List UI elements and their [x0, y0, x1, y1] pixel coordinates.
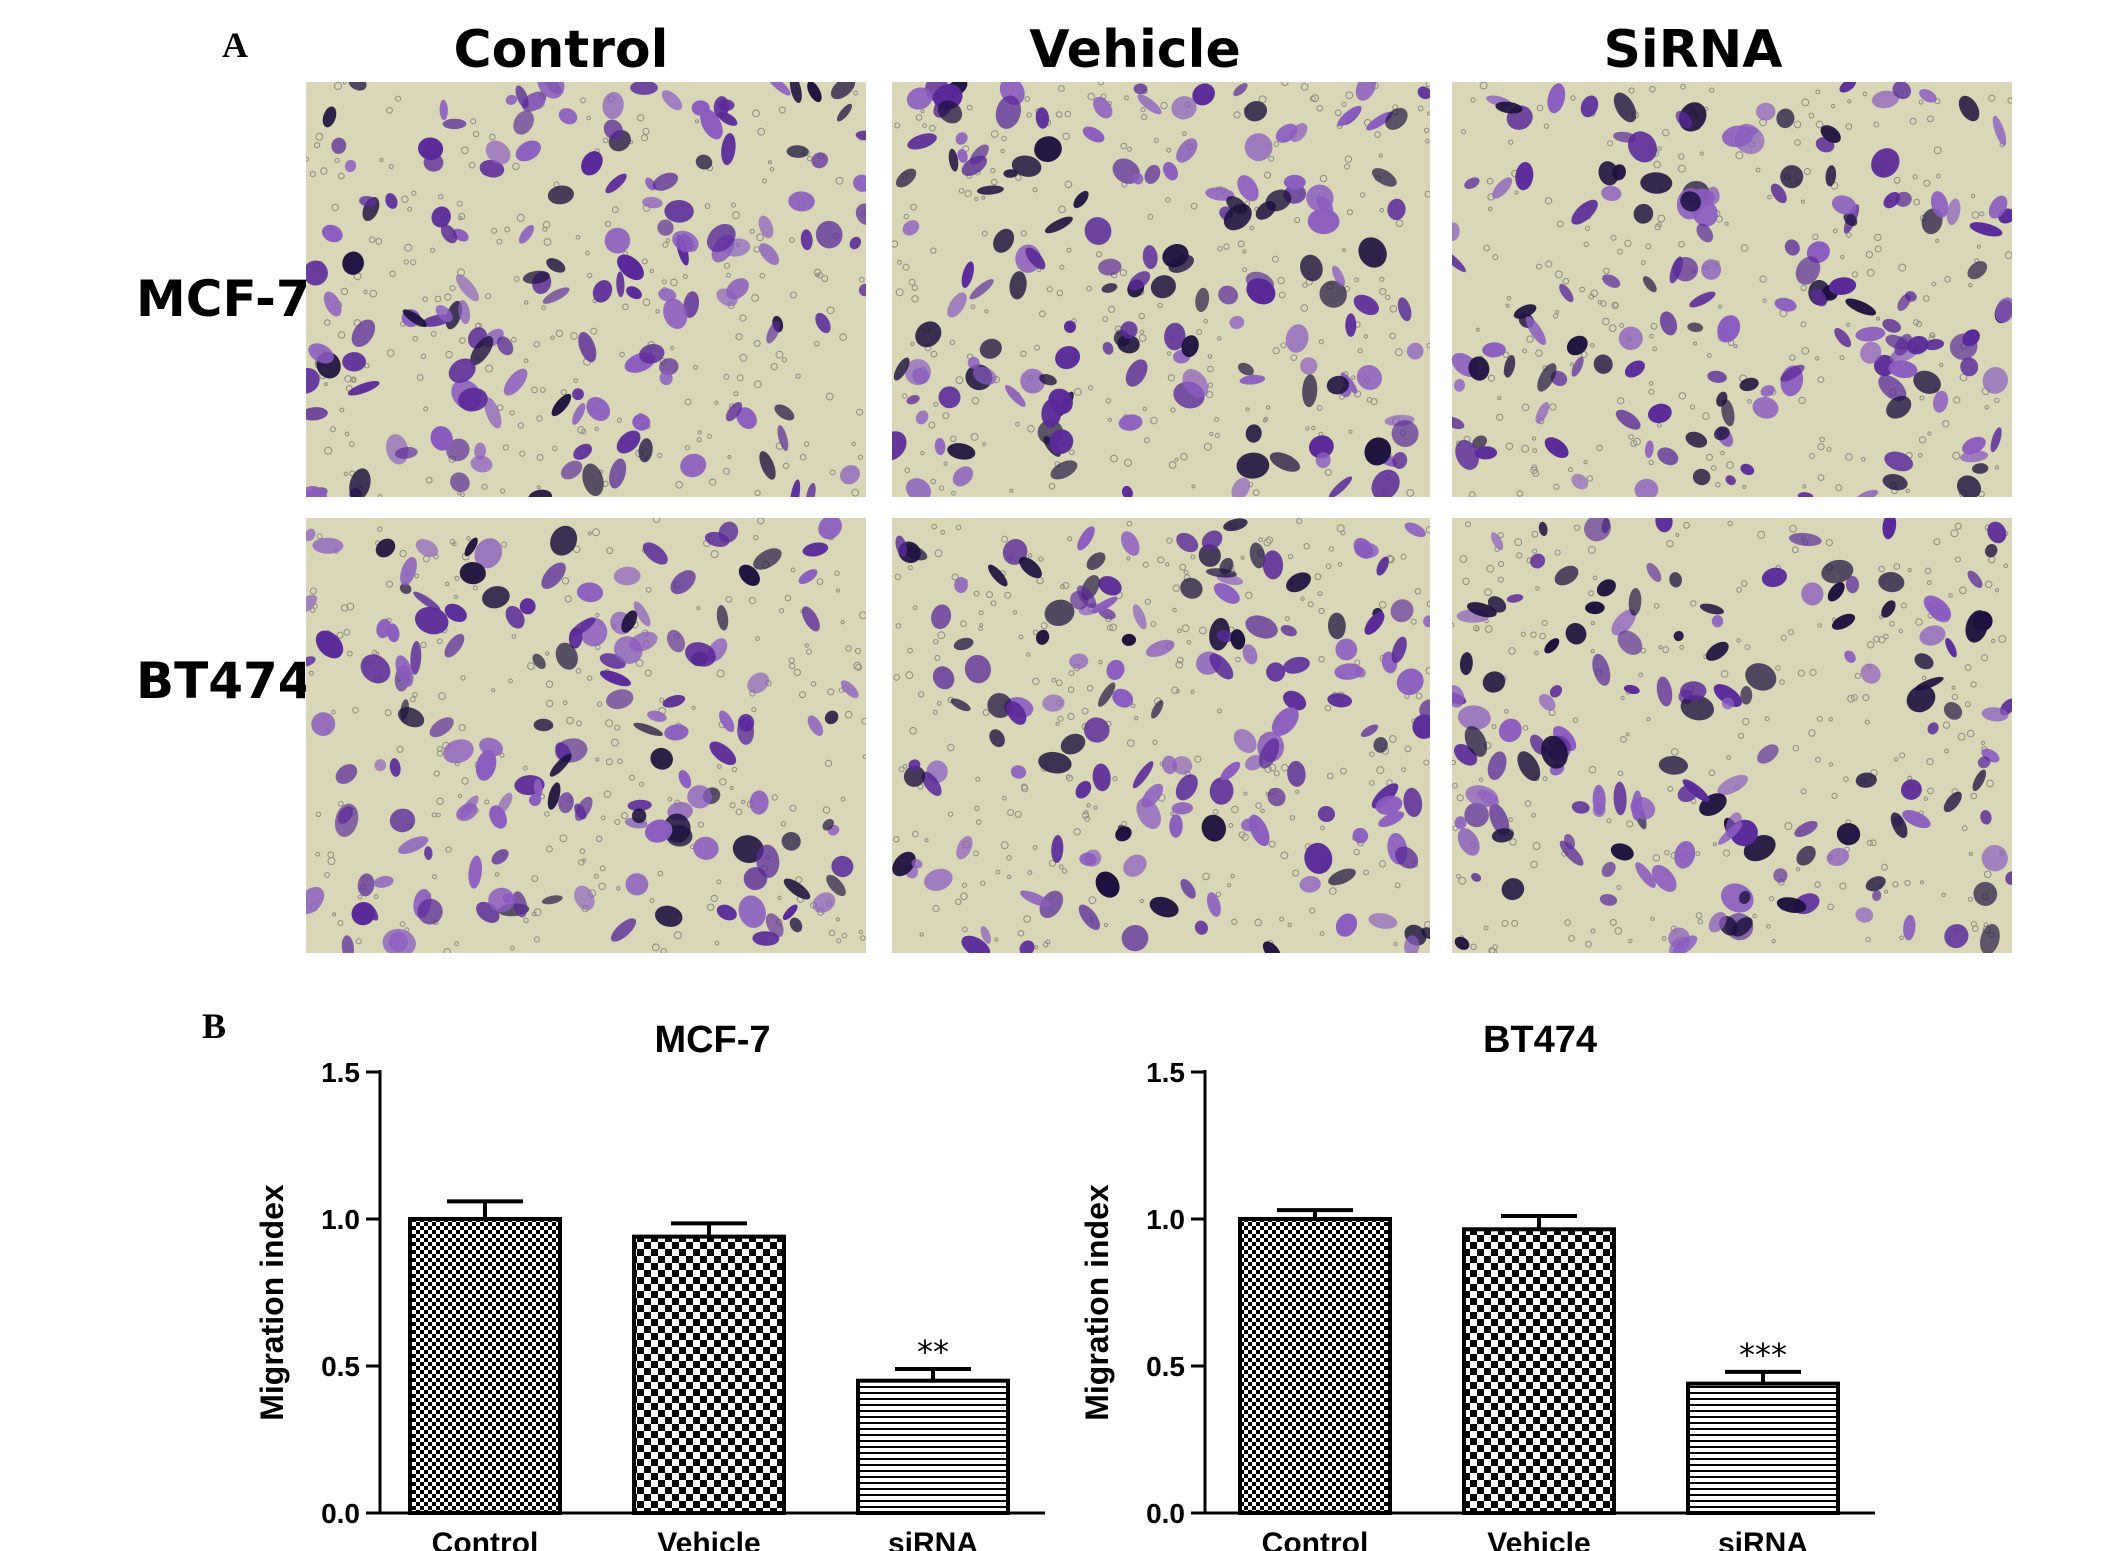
x-tick-label-bt474-sirna: siRNA	[1718, 1527, 1808, 1551]
micrograph-bt474-vehicle	[892, 518, 1430, 953]
significance-bt474-sirna: ***	[1739, 1336, 1787, 1374]
y-tick-label-mcf7: 0.0	[321, 1498, 360, 1529]
y-tick-label-bt474: 0.0	[1146, 1498, 1185, 1529]
bar-mcf7-control	[408, 1217, 562, 1515]
chart-title-mcf7: MCF-7	[654, 1019, 770, 1061]
y-axis-label-bt474: Migration index	[1079, 1184, 1115, 1421]
y-tick-label-bt474: 0.5	[1146, 1351, 1185, 1382]
micrograph-bt474-control	[306, 518, 866, 953]
panel-a-letter: A	[222, 25, 248, 65]
y-tick-label-bt474: 1.5	[1146, 1057, 1185, 1088]
panel-b-letter: B	[202, 1006, 227, 1046]
bar-bt474-sirna	[1686, 1381, 1840, 1516]
y-tick-label-mcf7: 0.5	[321, 1351, 360, 1382]
column-header-sirna: SiRNA	[1603, 20, 1783, 80]
column-header-vehicle: Vehicle	[1029, 20, 1241, 80]
y-tick-label-mcf7: 1.0	[321, 1204, 360, 1235]
x-tick-label-mcf7-sirna: siRNA	[888, 1527, 978, 1551]
micrograph-bt474-sirna	[1452, 518, 2012, 953]
bar-bt474-control	[1238, 1217, 1392, 1515]
micrograph-mcf7-vehicle	[892, 82, 1430, 497]
row-header-bt474: BT474	[136, 652, 313, 710]
x-tick-label-bt474-vehicle: Vehicle	[1487, 1527, 1590, 1551]
column-header-control: Control	[453, 20, 669, 80]
row-header-mcf7: MCF-7	[136, 270, 311, 328]
micrograph-mcf7-sirna	[1452, 82, 2012, 497]
bar-charts: 0.0 0.5 1.0 1.5 MCF-7 Migration index Control V…	[254, 1019, 1875, 1551]
y-axis-label-mcf7: Migration index	[254, 1184, 290, 1421]
x-tick-label-mcf7-control: Control	[432, 1527, 539, 1551]
y-tick-label-mcf7: 1.5	[321, 1057, 360, 1088]
x-tick-label-mcf7-vehicle: Vehicle	[657, 1527, 760, 1551]
bar-mcf7-vehicle	[632, 1234, 786, 1515]
bar-mcf7-sirna	[856, 1378, 1010, 1516]
y-tick-label-bt474: 1.0	[1146, 1204, 1185, 1235]
micrograph-mcf7-control	[306, 82, 866, 497]
significance-mcf7-sirna: **	[917, 1333, 949, 1371]
bar-bt474-vehicle	[1462, 1227, 1616, 1515]
chart-title-bt474: BT474	[1483, 1019, 1597, 1061]
x-tick-label-bt474-control: Control	[1262, 1527, 1369, 1551]
